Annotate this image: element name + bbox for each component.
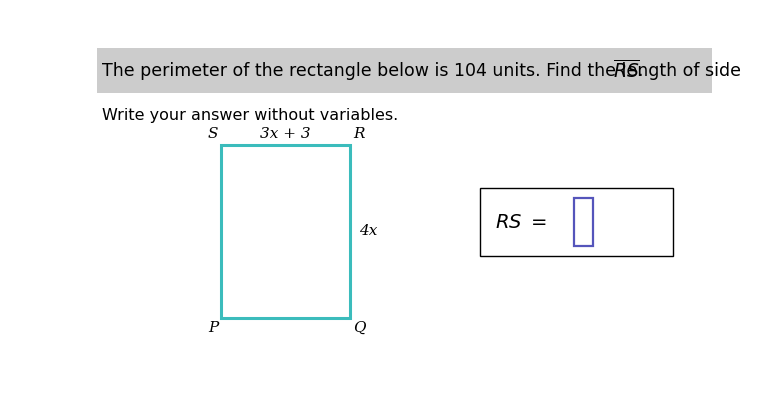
Bar <box>573 198 593 246</box>
Text: 4x: 4x <box>359 224 377 239</box>
Text: Write your answer without variables.: Write your answer without variables. <box>102 108 398 123</box>
Text: .: . <box>637 62 643 80</box>
FancyBboxPatch shape <box>97 48 713 93</box>
Bar <box>221 145 350 318</box>
Text: R: R <box>353 127 365 141</box>
Text: S: S <box>208 127 219 141</box>
Text: $\overline{RS}$: $\overline{RS}$ <box>613 60 640 82</box>
Text: $RS\;=$: $RS\;=$ <box>496 213 547 232</box>
Text: 3x + 3: 3x + 3 <box>261 127 311 141</box>
Text: P: P <box>208 320 219 334</box>
Text: The perimeter of the rectangle below is 104 units. Find the length of side: The perimeter of the rectangle below is … <box>102 62 747 80</box>
Text: Q: Q <box>353 320 366 334</box>
Bar <box>480 188 673 256</box>
